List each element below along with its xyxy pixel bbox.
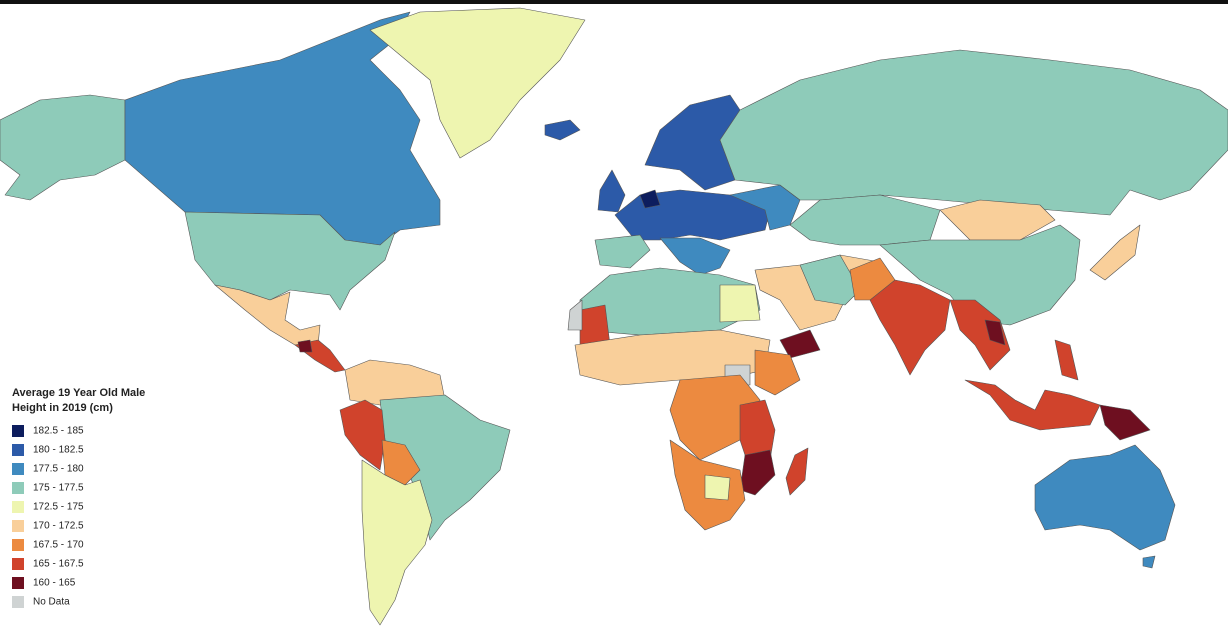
legend-label: 175 - 177.5 — [33, 483, 84, 494]
western-sahara — [567, 299, 583, 331]
legend-swatch — [12, 425, 24, 437]
bolivia — [381, 439, 421, 486]
uk — [597, 169, 626, 213]
iran — [799, 254, 861, 306]
laos — [984, 319, 1006, 346]
peru — [339, 399, 386, 471]
alaska — [0, 94, 126, 201]
japan — [1089, 224, 1141, 281]
madagascar — [785, 447, 809, 496]
legend-swatch — [12, 596, 24, 608]
legend-label: 160 - 165 — [33, 578, 76, 589]
legend-label: 172.5 - 175 — [33, 502, 84, 513]
legend-label: 167.5 - 170 — [33, 540, 84, 551]
central-africa — [669, 374, 761, 461]
legend-label: 165 - 167.5 — [33, 559, 84, 570]
legend-swatch — [12, 539, 24, 551]
legend-label: 170 - 172.5 — [33, 521, 84, 532]
legend-swatch — [12, 520, 24, 532]
mauritania — [579, 304, 611, 346]
greenland — [369, 7, 586, 159]
legend-label: 180 - 182.5 — [33, 445, 84, 456]
legend-swatch — [12, 482, 24, 494]
mozambique — [739, 449, 776, 496]
mexico — [214, 284, 321, 346]
central-asia — [789, 194, 941, 246]
philippines — [1054, 339, 1079, 381]
southern-cone — [361, 459, 433, 626]
netherlands — [639, 189, 661, 209]
china — [879, 224, 1081, 326]
legend-label: 182.5 - 185 — [33, 426, 84, 437]
legend-label: 177.5 - 180 — [33, 464, 84, 475]
northern-south-america — [344, 359, 446, 406]
papua — [1099, 404, 1151, 441]
legend-swatch — [12, 444, 24, 456]
legend-swatch — [12, 501, 24, 513]
southeast-asia — [949, 299, 1011, 371]
australia — [1034, 444, 1176, 551]
legend-label: No Data — [33, 597, 70, 608]
legend-swatch — [12, 577, 24, 589]
ethiopia — [754, 349, 801, 396]
legend-title: Height in 2019 (cm) — [12, 402, 113, 414]
guatemala — [297, 339, 313, 353]
india — [869, 279, 951, 376]
legend-title: Average 19 Year Old Male — [12, 387, 145, 399]
top-bar — [0, 0, 1228, 4]
iceland — [544, 119, 581, 141]
legend-swatch — [12, 558, 24, 570]
iberia — [594, 234, 651, 269]
legend: Average 19 Year Old Male Height in 2019 (… — [12, 387, 145, 608]
indonesia — [964, 379, 1101, 431]
countries — [0, 7, 1228, 626]
italy-balkans — [659, 237, 731, 276]
yemen — [779, 329, 821, 359]
egypt — [719, 284, 761, 323]
north-africa — [579, 267, 761, 336]
legend-swatch — [12, 463, 24, 475]
botswana — [704, 474, 731, 501]
russia — [719, 49, 1228, 216]
tasmania — [1142, 555, 1156, 569]
